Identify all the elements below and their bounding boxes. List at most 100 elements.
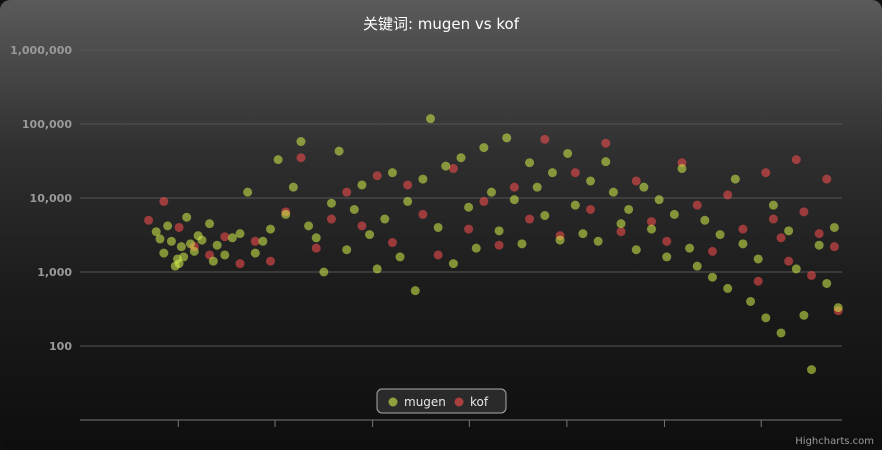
kof-point[interactable] bbox=[768, 214, 778, 224]
kof-point[interactable] bbox=[433, 250, 443, 260]
mugen-point[interactable] bbox=[365, 230, 375, 240]
mugen-point[interactable] bbox=[304, 221, 314, 231]
kof-point[interactable] bbox=[174, 222, 184, 232]
mugen-point[interactable] bbox=[700, 215, 710, 225]
mugen-point[interactable] bbox=[647, 224, 656, 234]
mugen-point[interactable] bbox=[807, 365, 817, 375]
mugen-point[interactable] bbox=[730, 174, 740, 184]
kof-point[interactable] bbox=[647, 217, 656, 227]
mugen-point[interactable] bbox=[833, 303, 843, 313]
mugen-point[interactable] bbox=[768, 200, 778, 210]
kof-point[interactable] bbox=[159, 196, 169, 206]
mugen-point[interactable] bbox=[578, 229, 588, 239]
kof-point[interactable] bbox=[631, 176, 641, 186]
mugen-point[interactable] bbox=[464, 202, 474, 212]
mugen-point[interactable] bbox=[208, 256, 218, 266]
kof-point[interactable] bbox=[494, 240, 504, 250]
kof-point[interactable] bbox=[342, 187, 352, 197]
kof-point[interactable] bbox=[784, 256, 794, 266]
kof-point[interactable] bbox=[776, 233, 786, 243]
kof-point[interactable] bbox=[601, 138, 611, 148]
mugen-point[interactable] bbox=[176, 242, 186, 252]
kof-point[interactable] bbox=[799, 207, 809, 217]
mugen-point[interactable] bbox=[281, 209, 291, 219]
mugen-point[interactable] bbox=[791, 264, 801, 274]
mugen-point[interactable] bbox=[342, 245, 352, 255]
kof-point[interactable] bbox=[464, 224, 474, 234]
mugen-point[interactable] bbox=[723, 283, 733, 293]
kof-point[interactable] bbox=[372, 171, 382, 181]
kof-point[interactable] bbox=[738, 224, 748, 234]
mugen-point[interactable] bbox=[334, 146, 344, 156]
kof-point[interactable] bbox=[387, 238, 397, 248]
mugen-point[interactable] bbox=[433, 222, 443, 232]
mugen-point[interactable] bbox=[288, 182, 298, 192]
mugen-point[interactable] bbox=[540, 211, 550, 221]
mugen-point[interactable] bbox=[410, 286, 420, 296]
mugen-point[interactable] bbox=[532, 182, 542, 192]
mugen-point[interactable] bbox=[189, 246, 199, 256]
mugen-point[interactable] bbox=[311, 233, 321, 243]
mugen-point[interactable] bbox=[163, 221, 173, 231]
mugen-point[interactable] bbox=[586, 176, 596, 186]
mugen-point[interactable] bbox=[677, 164, 687, 174]
mugen-point[interactable] bbox=[601, 157, 611, 167]
mugen-point[interactable] bbox=[509, 195, 519, 205]
mugen-point[interactable] bbox=[395, 252, 405, 262]
kof-point[interactable] bbox=[753, 276, 763, 286]
mugen-point[interactable] bbox=[486, 187, 496, 197]
mugen-point[interactable] bbox=[387, 168, 397, 178]
kof-point[interactable] bbox=[525, 214, 535, 224]
kof-point[interactable] bbox=[448, 164, 458, 174]
mugen-point[interactable] bbox=[829, 222, 839, 232]
mugen-point[interactable] bbox=[593, 236, 603, 246]
mugen-point[interactable] bbox=[502, 133, 512, 143]
kof-point[interactable] bbox=[296, 153, 306, 163]
kof-point[interactable] bbox=[662, 236, 672, 246]
mugen-point[interactable] bbox=[563, 148, 573, 158]
kof-point[interactable] bbox=[326, 214, 336, 224]
kof-point[interactable] bbox=[692, 200, 702, 210]
mugen-point[interactable] bbox=[155, 234, 165, 244]
kof-point[interactable] bbox=[311, 243, 321, 253]
mugen-point[interactable] bbox=[654, 195, 664, 205]
mugen-point[interactable] bbox=[250, 248, 260, 258]
mugen-point[interactable] bbox=[692, 261, 702, 271]
mugen-point[interactable] bbox=[372, 264, 382, 274]
kof-point[interactable] bbox=[707, 246, 717, 256]
mugen-point[interactable] bbox=[456, 153, 466, 163]
mugen-point[interactable] bbox=[776, 328, 786, 338]
mugen-point[interactable] bbox=[479, 143, 489, 153]
mugen-point[interactable] bbox=[197, 235, 207, 245]
mugen-point[interactable] bbox=[179, 252, 189, 262]
mugen-point[interactable] bbox=[471, 243, 481, 253]
kof-point[interactable] bbox=[791, 155, 801, 165]
mugen-point[interactable] bbox=[182, 212, 192, 222]
mugen-point[interactable] bbox=[296, 137, 306, 147]
mugen-point[interactable] bbox=[235, 229, 245, 239]
mugen-point[interactable] bbox=[243, 187, 253, 197]
mugen-point[interactable] bbox=[799, 310, 809, 320]
mugen-point[interactable] bbox=[185, 239, 195, 249]
mugen-point[interactable] bbox=[608, 187, 618, 197]
mugen-point[interactable] bbox=[624, 204, 634, 214]
kof-point[interactable] bbox=[616, 227, 626, 237]
mugen-point[interactable] bbox=[517, 239, 527, 249]
kof-point[interactable] bbox=[807, 270, 817, 280]
kof-point[interactable] bbox=[479, 196, 489, 206]
kof-point[interactable] bbox=[761, 168, 771, 178]
mugen-point[interactable] bbox=[822, 278, 832, 288]
kof-point[interactable] bbox=[220, 232, 230, 242]
legend-item-kof[interactable]: kof bbox=[454, 395, 489, 409]
mugen-point[interactable] bbox=[220, 250, 230, 260]
mugen-point[interactable] bbox=[166, 236, 176, 246]
kof-point[interactable] bbox=[235, 259, 245, 269]
mugen-point[interactable] bbox=[441, 161, 451, 171]
kof-point[interactable] bbox=[814, 229, 824, 239]
mugen-point[interactable] bbox=[814, 240, 824, 250]
mugen-point[interactable] bbox=[319, 267, 329, 277]
mugen-point[interactable] bbox=[174, 259, 184, 269]
mugen-point[interactable] bbox=[380, 214, 390, 224]
credit-link[interactable]: Highcharts.com bbox=[795, 436, 874, 447]
mugen-point[interactable] bbox=[555, 235, 565, 245]
